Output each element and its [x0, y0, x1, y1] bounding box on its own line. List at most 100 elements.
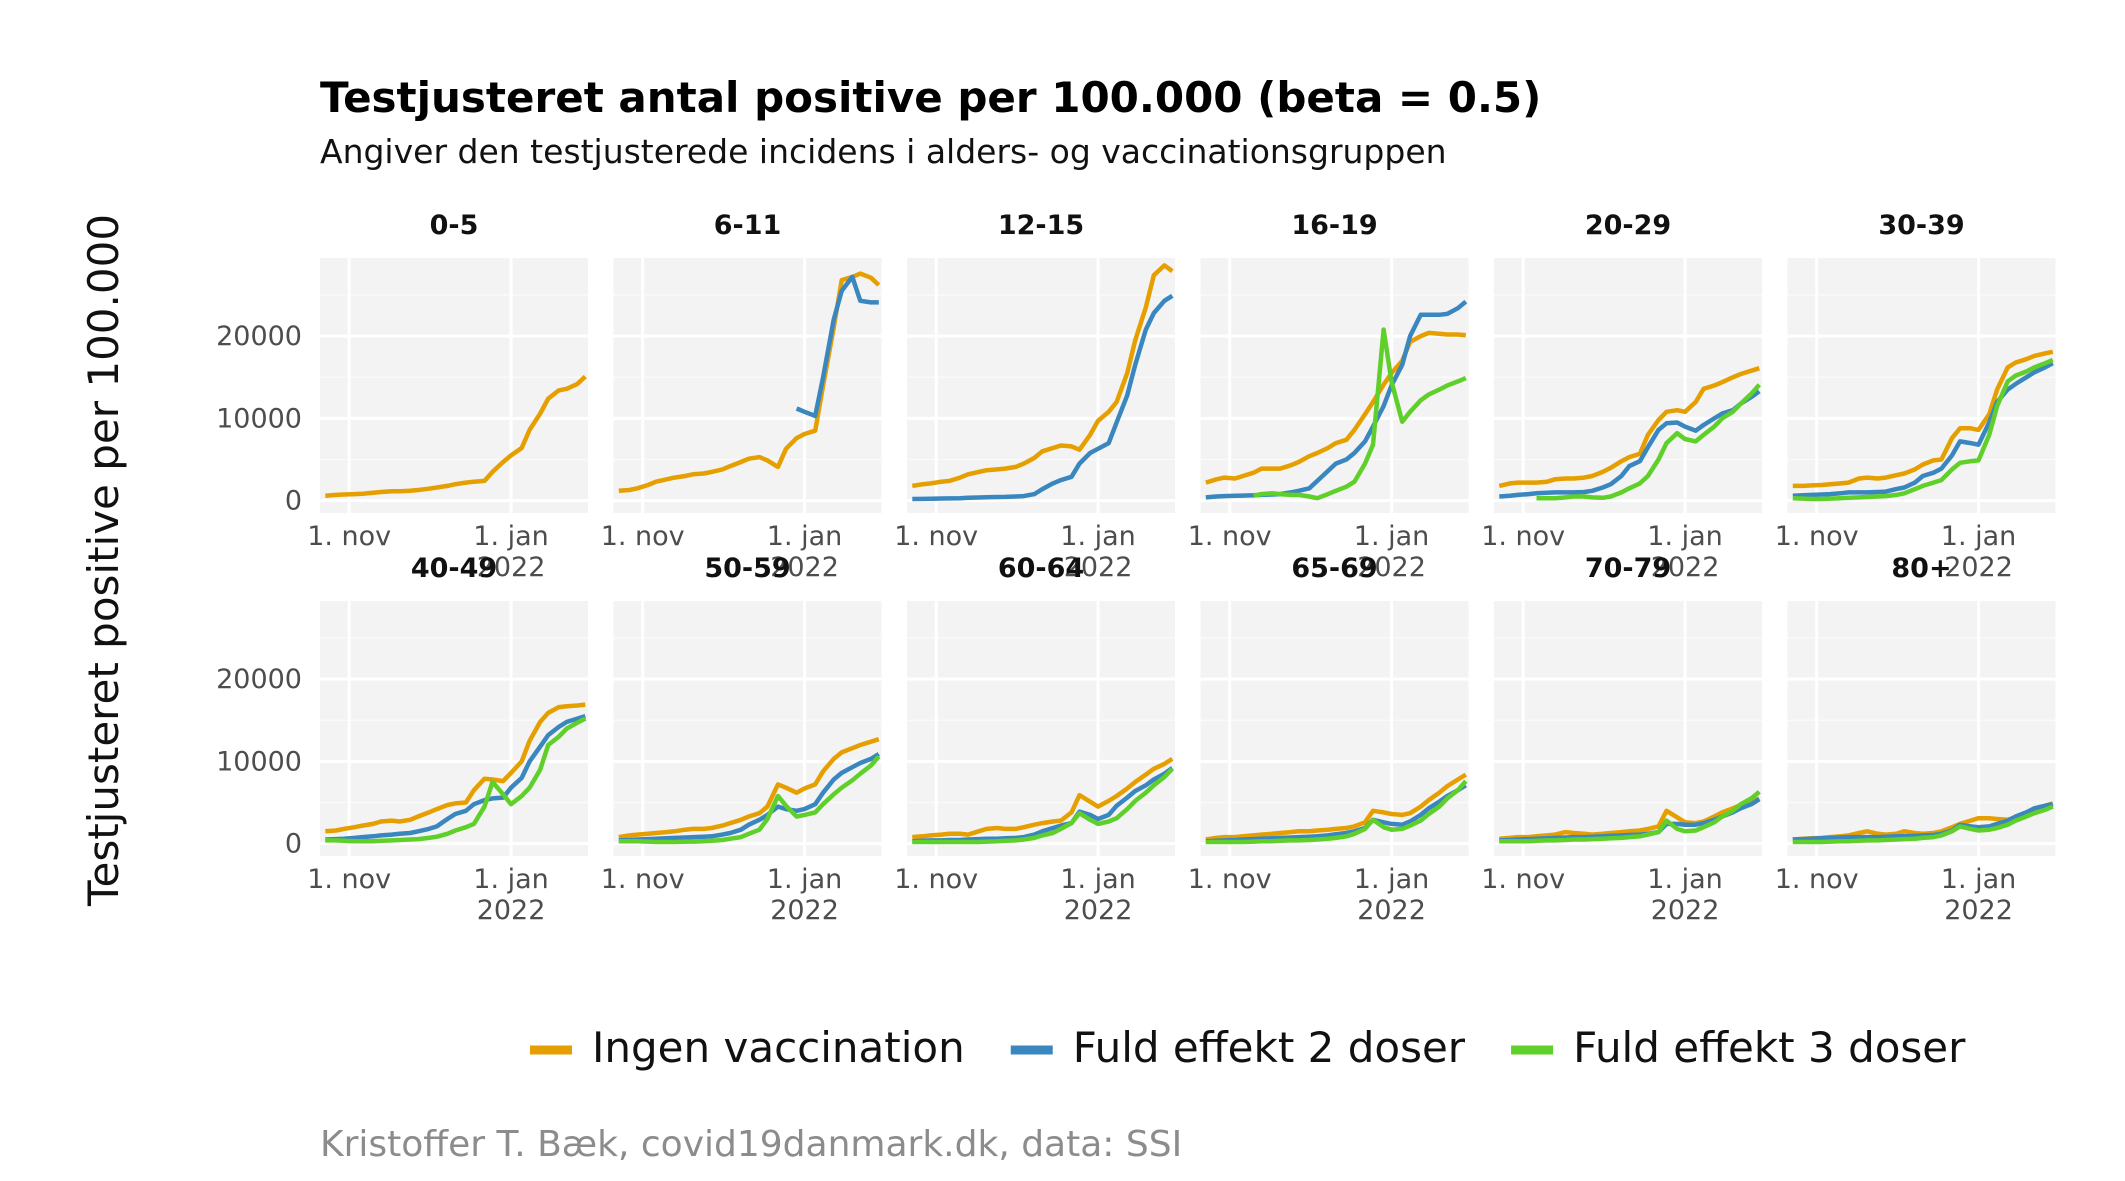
- legend-entry: Fuld effekt 3 doser: [1573, 1023, 1966, 1072]
- x-tick-label: 1. nov: [1188, 521, 1272, 552]
- series-line-ingen-vaccination: [325, 374, 587, 498]
- series-line-ingen-vaccination: [1205, 772, 1467, 842]
- x-tick-label: 1. jan 2022: [1354, 864, 1430, 926]
- facet-label: 12-15: [998, 210, 1084, 241]
- x-tick-label: 1. nov: [1775, 521, 1859, 552]
- chart-title: Testjusteret antal positive per 100.000 …: [320, 73, 1541, 122]
- series-line-fuld-effekt-2-doser: [795, 274, 879, 419]
- panel-background: [1787, 601, 2056, 856]
- series-line-fuld-effekt-2-doser: [1792, 361, 2054, 498]
- facet-label: 50-59: [704, 553, 790, 584]
- y-tick-label: 10000: [216, 746, 302, 777]
- x-tick-label: 1. jan 2022: [1060, 521, 1136, 583]
- y-axis-label: Testjusteret positive per 100.000: [79, 214, 128, 907]
- x-tick-label: 1. jan 2022: [1941, 864, 2017, 926]
- facet-panel-12-15: 12-15 1. nov 1. jan 2022: [894, 210, 1175, 583]
- series-line-fuld-effekt-3-doser: [325, 716, 587, 844]
- facet-panel-80+: 80+ 1. nov 1. jan 2022: [1775, 553, 2056, 926]
- x-tick-label: 1. nov: [1775, 864, 1859, 895]
- facet-label: 65-69: [1291, 553, 1377, 584]
- series-line-ingen-vaccination: [325, 702, 586, 834]
- legend-entry: Ingen vaccination: [592, 1023, 965, 1072]
- facet-panel-20-29: 20-29 1. nov 1. jan 2022: [1481, 210, 1762, 583]
- facet-panel-50-59: 50-59 1. nov 1. jan 2022: [601, 553, 882, 926]
- series-line-fuld-effekt-3-doser: [1499, 790, 1761, 844]
- x-tick-label: 1. nov: [601, 521, 685, 552]
- x-tick-label: 1. nov: [307, 864, 391, 895]
- facet-panel-60-64: 60-64 1. nov 1. jan 2022: [894, 553, 1175, 926]
- facet-label: 20-29: [1585, 210, 1671, 241]
- panel-background: [1200, 258, 1469, 513]
- facet-grid: 0-5 0 10000 20000 1. nov 1. jan 2022 6-11 1. nov…: [216, 210, 2056, 926]
- x-tick-label: 1. jan 2022: [473, 521, 549, 583]
- series-line-fuld-effekt-3-doser: [912, 767, 1174, 845]
- x-tick-label: 1. nov: [1188, 864, 1272, 895]
- series-line-ingen-vaccination: [618, 737, 880, 840]
- y-tick-label: 10000: [216, 403, 302, 434]
- series-line-ingen-vaccination: [1499, 796, 1761, 841]
- x-tick-label: 1. jan 2022: [767, 864, 843, 926]
- x-tick-label: 1. jan 2022: [473, 864, 549, 926]
- facet-panel-6-11: 6-11 1. nov 1. jan 2022: [601, 210, 882, 583]
- x-tick-label: 1. nov: [1481, 864, 1565, 895]
- panel-background: [320, 258, 588, 513]
- facet-label: 0-5: [430, 210, 479, 241]
- y-tick-label: 0: [285, 486, 302, 517]
- series-line-fuld-effekt-3-doser: [1205, 779, 1468, 845]
- panel-background: [613, 601, 882, 856]
- x-tick-label: 1. jan 2022: [1354, 521, 1430, 583]
- y-tick-label: 0: [285, 829, 302, 860]
- series-line-fuld-effekt-3-doser: [1253, 327, 1467, 501]
- x-tick-label: 1. nov: [601, 864, 685, 895]
- facet-label: 40-49: [411, 553, 497, 584]
- x-tick-label: 1. jan 2022: [1647, 864, 1723, 926]
- legend: Ingen vaccination Fuld effekt 2 doser Fuld…: [530, 1023, 1966, 1072]
- caption: Kristoffer T. Bæk, covid19danmark.dk, da…: [320, 1124, 1182, 1165]
- facet-label: 60-64: [998, 553, 1084, 584]
- series-line-fuld-effekt-2-doser: [1499, 389, 1761, 499]
- facet-label: 6-11: [714, 210, 782, 241]
- facet-label: 30-39: [1878, 210, 1964, 241]
- series-line-fuld-effekt-2-doser: [1205, 299, 1468, 500]
- facet-label: 70-79: [1585, 553, 1671, 584]
- panel-background: [320, 601, 588, 856]
- panel-background: [1494, 258, 1762, 513]
- series-line-ingen-vaccination: [1498, 366, 1760, 489]
- y-tick-label: 20000: [216, 664, 302, 695]
- x-tick-label: 1. jan 2022: [1647, 521, 1723, 583]
- series-line-fuld-effekt-2-doser: [1205, 783, 1467, 844]
- panel-background: [907, 258, 1175, 513]
- series-line-fuld-effekt-2-doser: [912, 293, 1174, 502]
- facet-panel-70-79: 70-79 1. nov 1. jan 2022: [1481, 553, 1762, 926]
- x-tick-label: 1. nov: [894, 864, 978, 895]
- series-line-ingen-vaccination: [1205, 330, 1467, 485]
- facet-label: 80+: [1891, 553, 1951, 584]
- series-line-ingen-vaccination: [911, 263, 1174, 489]
- facet-label: 16-19: [1291, 210, 1377, 241]
- series-line-fuld-effekt-2-doser: [325, 714, 586, 842]
- legend-entry: Fuld effekt 2 doser: [1073, 1023, 1466, 1072]
- series-line-fuld-effekt-3-doser: [1792, 357, 2054, 502]
- facet-panel-65-69: 65-69 1. nov 1. jan 2022: [1188, 553, 1469, 926]
- series-line-fuld-effekt-3-doser: [1536, 383, 1761, 501]
- series-line-ingen-vaccination: [1792, 349, 2054, 489]
- panel-background: [1200, 601, 1469, 856]
- chart-subtitle: Angiver den testjusterede incidens i ald…: [320, 132, 1447, 171]
- series-line-ingen-vaccination: [912, 756, 1174, 840]
- series-line-fuld-effekt-2-doser: [618, 752, 880, 843]
- facet-panel-30-39: 30-39 1. nov 1. jan 2022: [1775, 210, 2056, 583]
- x-tick-label: 1. jan 2022: [1060, 864, 1136, 926]
- facet-panel-16-19: 16-19 1. nov 1. jan 2022: [1188, 210, 1469, 583]
- series-line-fuld-effekt-3-doser: [1792, 804, 2054, 845]
- panel-background: [907, 601, 1175, 856]
- x-tick-label: 1. jan 2022: [1941, 521, 2017, 583]
- y-tick-label: 20000: [216, 321, 302, 352]
- series-line-fuld-effekt-3-doser: [618, 755, 881, 845]
- facet-panel-0-5: 0-5 0 10000 20000 1. nov 1. jan 2022: [216, 210, 588, 583]
- facet-panel-40-49: 40-49 0 10000 20000 1. nov 1. jan 2022: [216, 553, 588, 926]
- x-tick-label: 1. jan 2022: [767, 521, 843, 583]
- x-tick-label: 1. nov: [894, 521, 978, 552]
- x-tick-label: 1. nov: [1481, 521, 1565, 552]
- series-line-fuld-effekt-2-doser: [1792, 801, 2054, 842]
